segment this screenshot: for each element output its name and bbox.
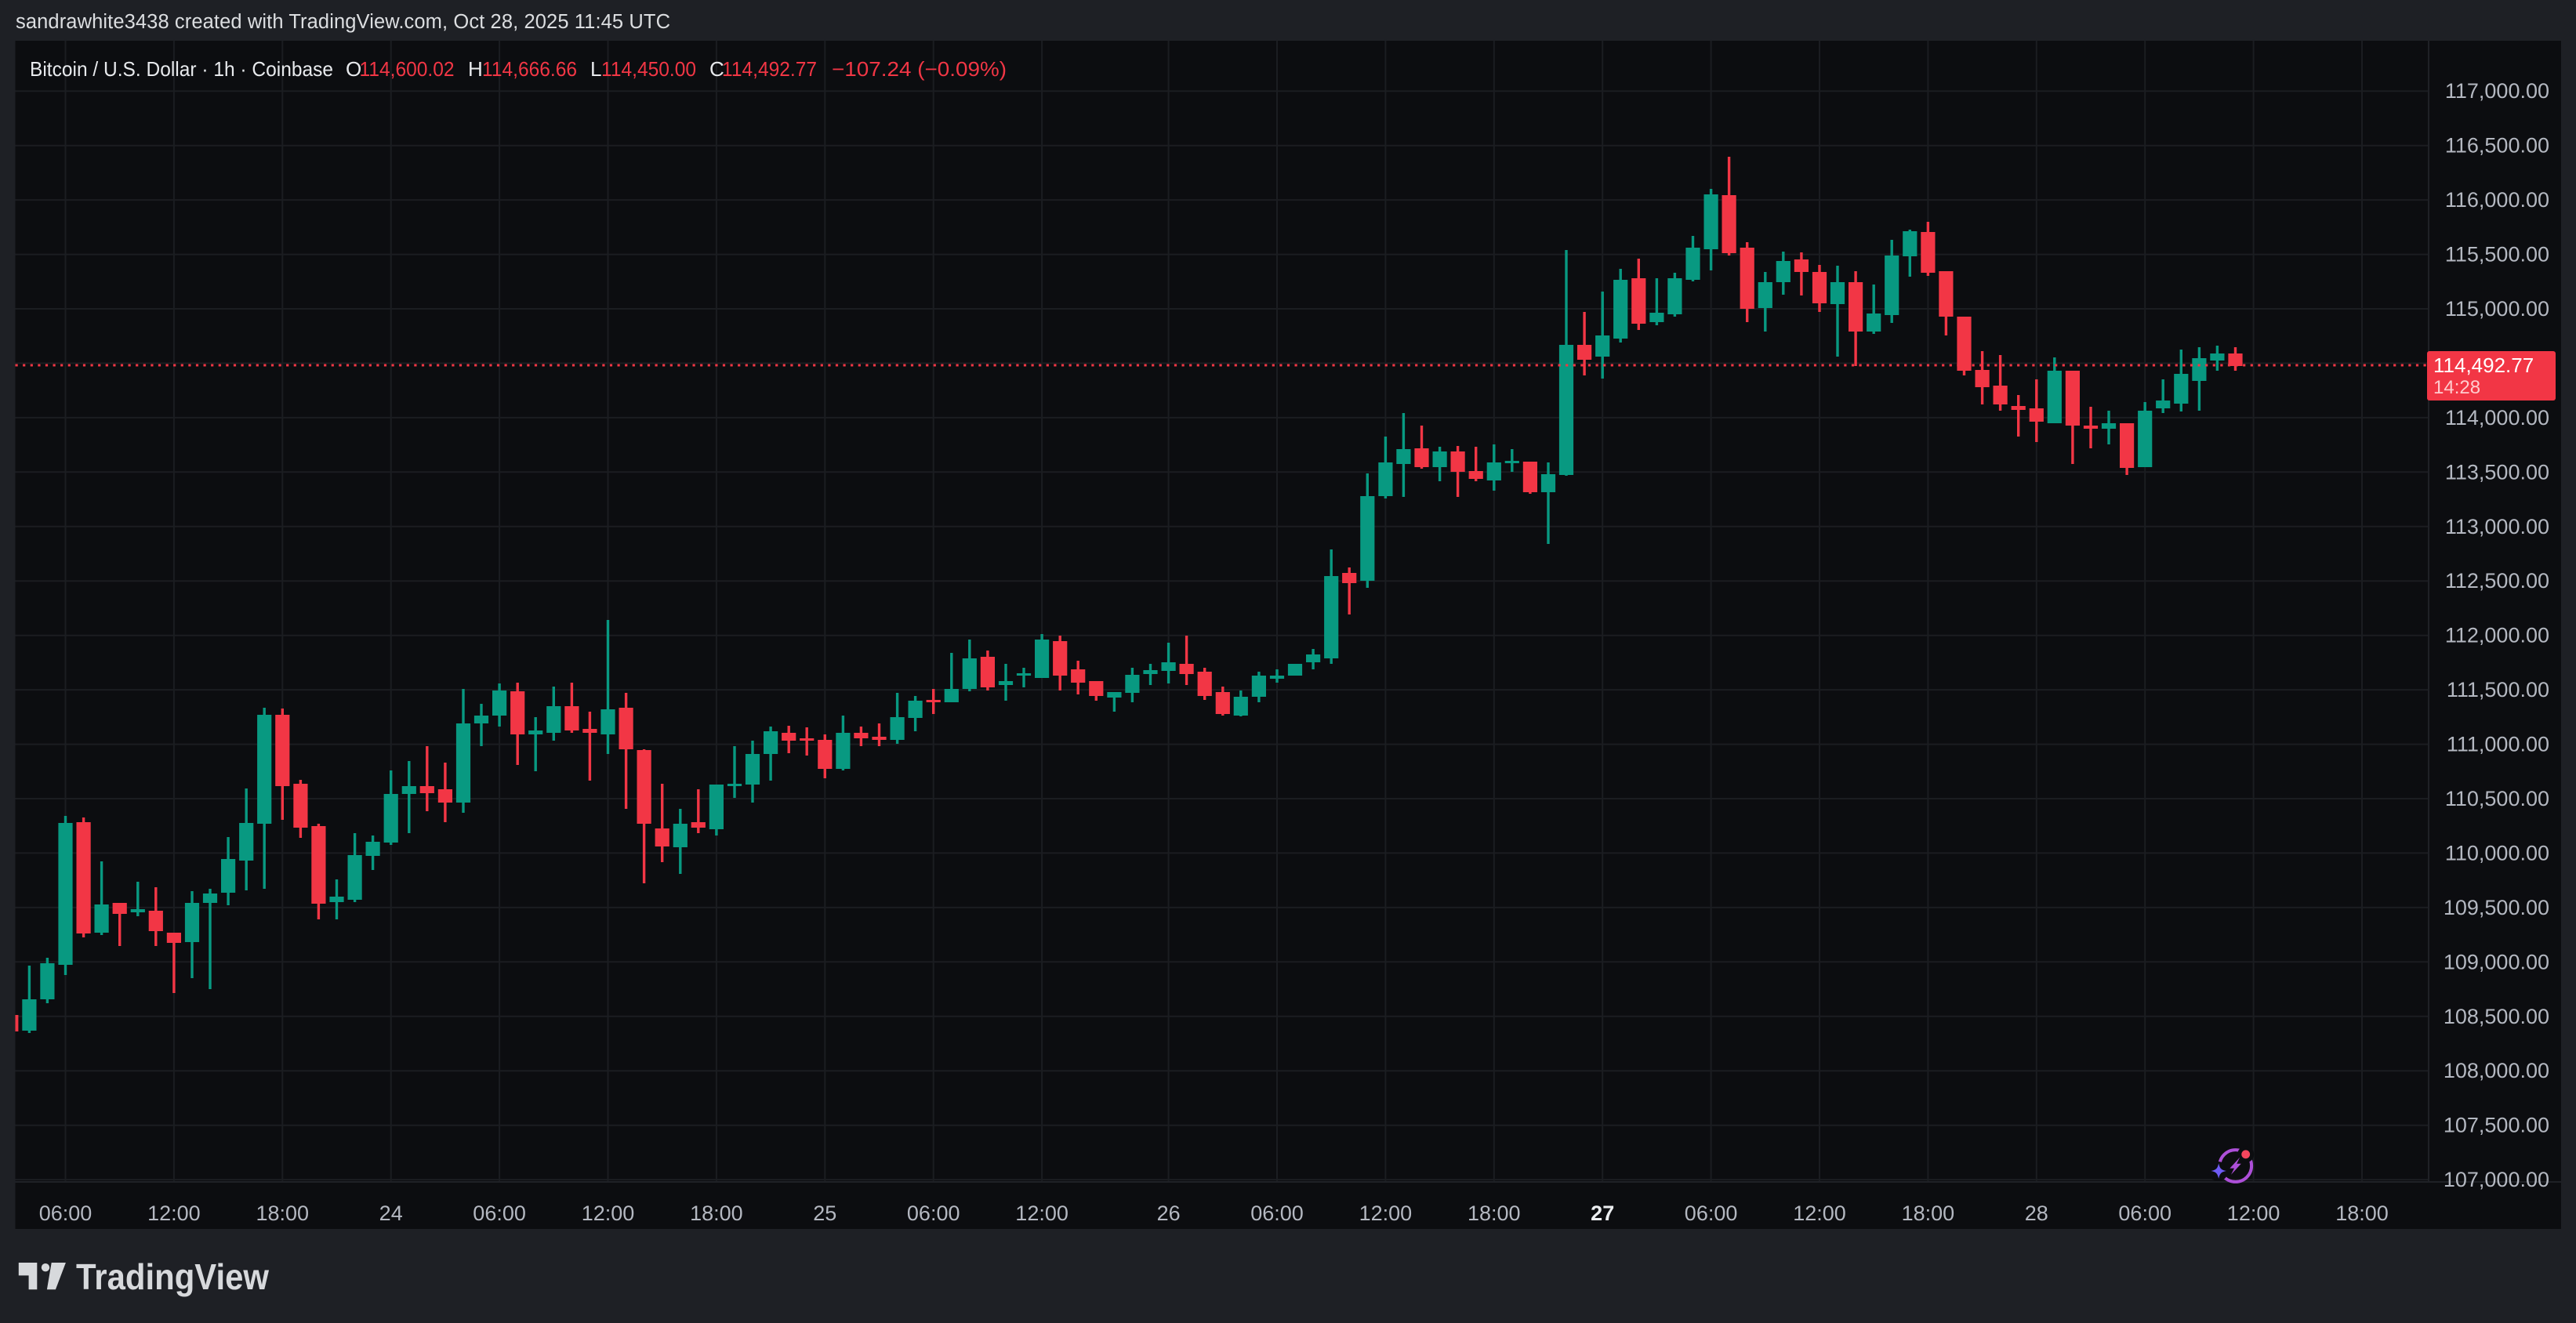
svg-text:06:00: 06:00	[907, 1202, 960, 1225]
svg-text:14:28: 14:28	[2433, 377, 2480, 398]
svg-text:18:00: 18:00	[256, 1202, 310, 1225]
svg-text:111,500.00: 111,500.00	[2447, 678, 2549, 701]
svg-text:117,000.00: 117,000.00	[2445, 79, 2549, 103]
svg-text:Bitcoin / U.S. Dollar · 1h · C: Bitcoin / U.S. Dollar · 1h · Coinbase	[30, 57, 333, 81]
svg-text:114,600.02: 114,600.02	[360, 57, 455, 81]
svg-text:12:00: 12:00	[147, 1202, 201, 1225]
svg-text:114,000.00: 114,000.00	[2445, 406, 2549, 430]
svg-text:116,000.00: 116,000.00	[2445, 188, 2549, 212]
svg-text:25: 25	[813, 1202, 836, 1225]
svg-text:109,500.00: 109,500.00	[2444, 896, 2549, 919]
svg-text:108,000.00: 108,000.00	[2444, 1059, 2549, 1082]
svg-text:28: 28	[2025, 1202, 2048, 1225]
svg-text:O: O	[346, 57, 361, 81]
svg-text:12:00: 12:00	[1015, 1202, 1068, 1225]
svg-text:24: 24	[379, 1202, 403, 1225]
svg-text:06:00: 06:00	[473, 1202, 526, 1225]
svg-text:110,500.00: 110,500.00	[2445, 787, 2549, 810]
svg-text:12:00: 12:00	[2227, 1202, 2280, 1225]
svg-text:18:00: 18:00	[1468, 1202, 1521, 1225]
svg-text:114,492.77: 114,492.77	[2433, 353, 2534, 377]
svg-text:115,000.00: 115,000.00	[2445, 297, 2549, 321]
svg-text:112,500.00: 112,500.00	[2445, 569, 2549, 593]
svg-text:111,000.00: 111,000.00	[2447, 733, 2549, 756]
svg-text:H: H	[468, 57, 483, 81]
svg-text:115,500.00: 115,500.00	[2445, 243, 2549, 266]
svg-text:TradingView: TradingView	[76, 1256, 270, 1297]
svg-text:114,450.00: 114,450.00	[601, 57, 696, 81]
svg-text:108,500.00: 108,500.00	[2444, 1005, 2549, 1028]
svg-text:06:00: 06:00	[39, 1202, 93, 1225]
svg-text:112,000.00: 112,000.00	[2445, 624, 2549, 647]
svg-text:C: C	[709, 57, 724, 81]
svg-text:18:00: 18:00	[2335, 1202, 2389, 1225]
svg-text:107,000.00: 107,000.00	[2444, 1168, 2549, 1191]
svg-text:06:00: 06:00	[2118, 1202, 2171, 1225]
svg-text:114,492.77: 114,492.77	[722, 57, 817, 81]
svg-text:113,500.00: 113,500.00	[2445, 460, 2549, 484]
svg-text:110,000.00: 110,000.00	[2445, 841, 2549, 864]
svg-text:06:00: 06:00	[1685, 1202, 1738, 1225]
svg-text:18:00: 18:00	[690, 1202, 743, 1225]
svg-text:26: 26	[1157, 1202, 1181, 1225]
svg-text:18:00: 18:00	[1902, 1202, 1955, 1225]
svg-text:06:00: 06:00	[1250, 1202, 1304, 1225]
svg-text:114,666.66: 114,666.66	[482, 57, 577, 81]
svg-text:−107.24 (−0.09%): −107.24 (−0.09%)	[832, 57, 1007, 81]
svg-text:12:00: 12:00	[1359, 1202, 1413, 1225]
svg-text:12:00: 12:00	[1793, 1202, 1846, 1225]
svg-text:L: L	[590, 57, 601, 81]
svg-text:109,000.00: 109,000.00	[2444, 950, 2549, 973]
svg-text:107,500.00: 107,500.00	[2444, 1114, 2549, 1137]
svg-text:27: 27	[1591, 1202, 1614, 1225]
svg-text:sandrawhite3438 created with T: sandrawhite3438 created with TradingView…	[16, 11, 670, 33]
svg-text:116,500.00: 116,500.00	[2445, 134, 2549, 158]
svg-text:12:00: 12:00	[582, 1202, 635, 1225]
svg-text:113,000.00: 113,000.00	[2445, 515, 2549, 538]
